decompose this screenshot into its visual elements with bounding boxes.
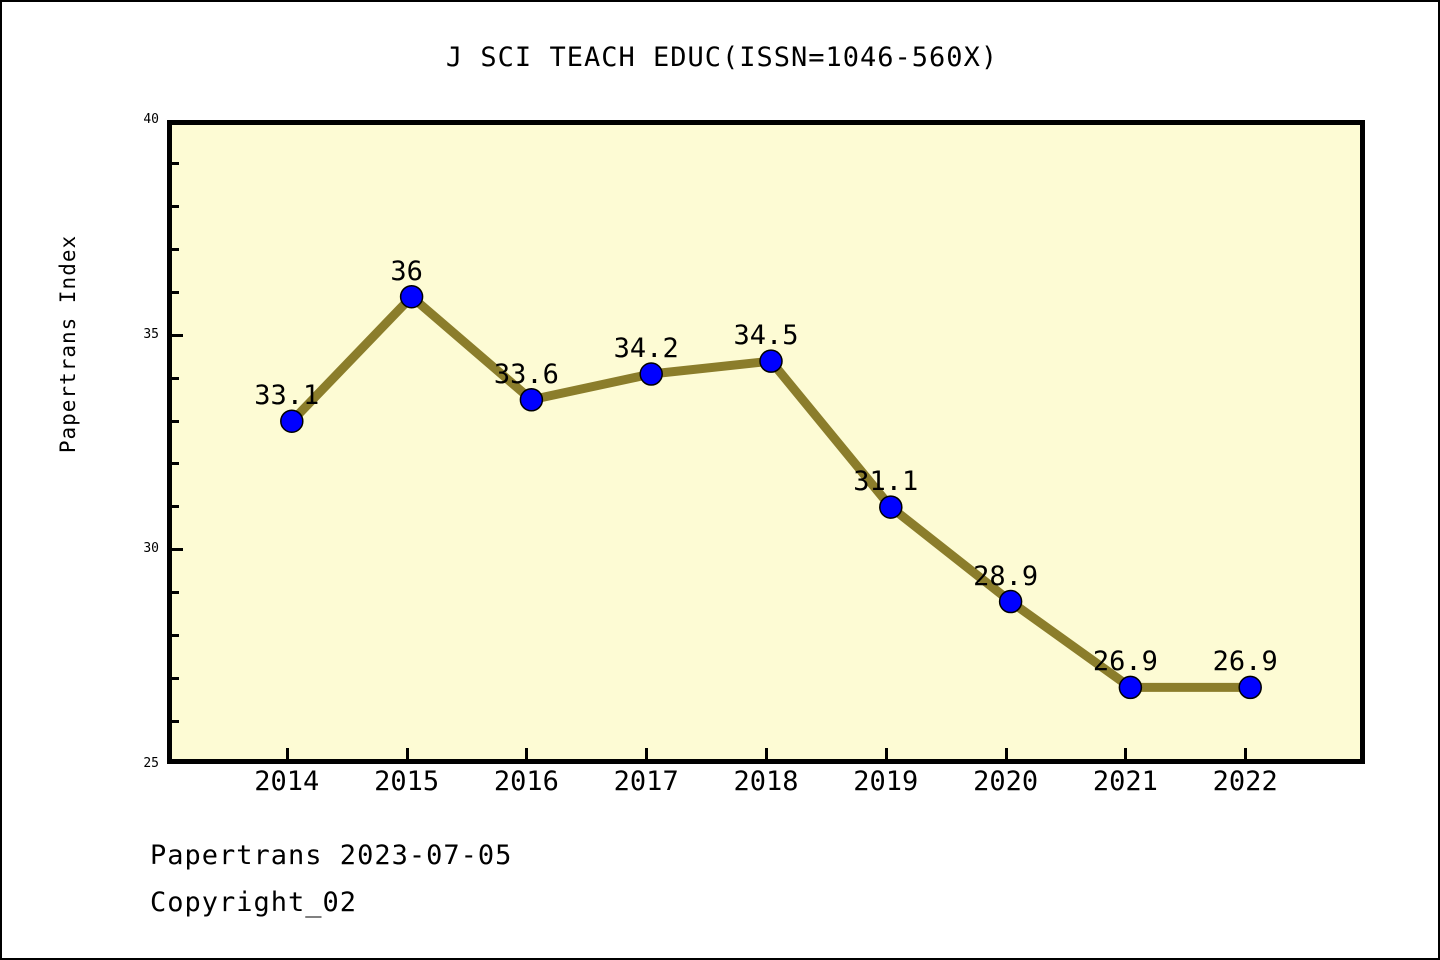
x-axis-tick: [884, 748, 888, 761]
data-point-marker: [280, 409, 304, 433]
x-axis-tick: [525, 748, 529, 761]
y-axis-minor-tick: [167, 419, 179, 423]
x-axis-tick: [405, 748, 409, 761]
y-axis-minor-tick: [167, 462, 179, 466]
footer-date: Papertrans 2023-07-05: [150, 840, 513, 871]
data-point-marker: [1238, 675, 1262, 700]
y-axis-minor-tick: [167, 634, 179, 638]
x-axis-tick: [1124, 748, 1128, 761]
data-point-marker: [879, 495, 903, 519]
footer-copyright: Copyright_02: [150, 887, 358, 918]
x-axis-tick-label: 2015: [374, 766, 440, 797]
y-axis-minor-tick: [167, 247, 179, 251]
y-axis-minor-tick: [167, 505, 179, 509]
y-axis-minor-tick: [167, 376, 179, 380]
data-point-label: 34.5: [733, 320, 799, 352]
page-title: J SCI TEACH EDUC(ISSN=1046-560X): [445, 42, 999, 73]
x-axis-tick-label: 2018: [733, 766, 799, 797]
x-axis-tick: [285, 748, 289, 761]
data-point-label: 28.9: [973, 560, 1039, 592]
y-axis-major-tick: [167, 333, 183, 337]
data-point-marker: [519, 388, 544, 412]
data-point-label: 26.9: [1212, 646, 1278, 678]
data-point-label: 31.1: [853, 466, 919, 498]
data-point-label: 26.9: [1092, 646, 1158, 678]
data-point-marker: [759, 349, 783, 373]
y-axis-tick-label: 35: [143, 326, 159, 342]
data-point-label: 36: [390, 255, 423, 287]
y-axis-tick-label: 40: [143, 112, 159, 127]
series-markers: [280, 284, 1262, 700]
x-axis-tick: [645, 748, 649, 761]
y-axis-minor-tick: [167, 204, 179, 208]
plot-area: [167, 120, 1365, 764]
x-axis-tick-label: 2016: [493, 766, 559, 797]
y-axis-major-tick: [167, 548, 183, 552]
x-axis-tick: [765, 748, 768, 761]
x-axis-tick-label: 2020: [973, 766, 1039, 797]
y-axis-tick-label: 25: [143, 756, 159, 771]
x-axis-tick-label: 2022: [1212, 766, 1278, 797]
data-point-marker: [998, 589, 1023, 614]
x-axis-tick-label: 2021: [1092, 766, 1158, 797]
data-point-marker: [399, 284, 424, 309]
x-axis-tick-label: 2017: [613, 766, 679, 797]
y-axis-minor-tick: [167, 720, 179, 724]
y-axis-minor-tick: [167, 677, 179, 681]
y-axis-title: Papertrans Index: [56, 234, 80, 454]
data-point-marker: [639, 362, 663, 386]
series-canvas: [280, 284, 1262, 700]
data-point-label: 34.2: [613, 333, 679, 364]
x-axis-tick: [1244, 748, 1248, 761]
x-axis-tick-label: 2014: [254, 766, 320, 797]
y-axis-minor-tick: [167, 290, 179, 294]
x-axis-tick-label: 2019: [853, 766, 919, 797]
y-axis-minor-tick: [167, 161, 179, 165]
x-axis-tick: [1004, 748, 1008, 761]
y-axis-tick-label: 30: [143, 541, 159, 557]
y-axis-minor-tick: [167, 591, 179, 595]
data-point-marker: [1118, 675, 1143, 700]
data-point-label: 33.6: [493, 358, 559, 390]
data-point-label: 33.1: [254, 380, 320, 412]
